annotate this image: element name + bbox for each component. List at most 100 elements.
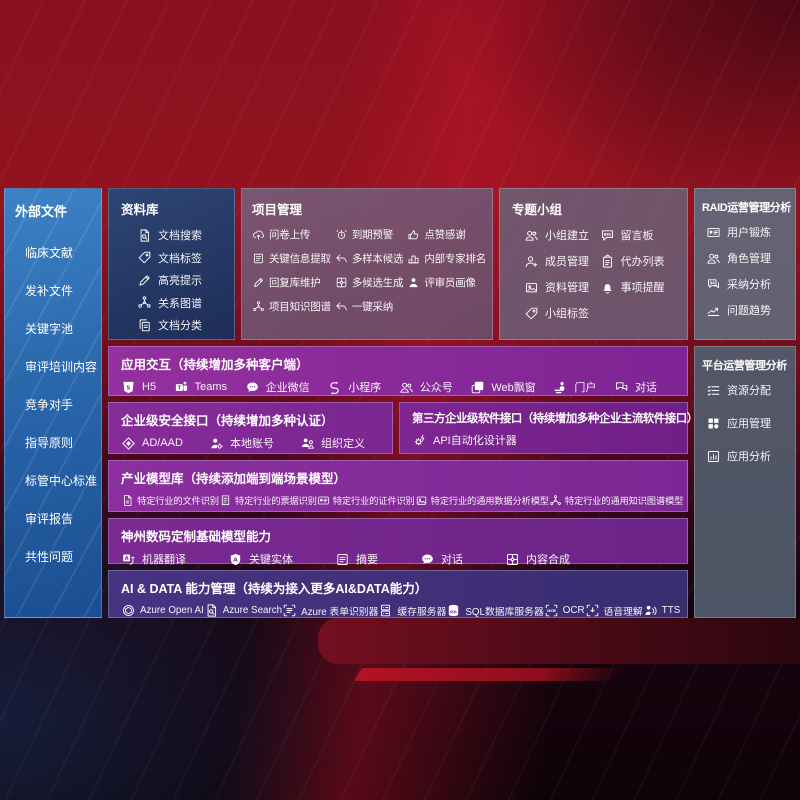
sidebar-item[interactable]: 竞争对手 <box>25 398 74 412</box>
sidebar-item[interactable]: 审评报告 <box>25 512 74 526</box>
feature-item[interactable]: AD/AAD <box>121 436 183 451</box>
feature-item[interactable]: 本地账号 <box>209 435 274 451</box>
bbs-icon <box>600 228 615 243</box>
sidebar-item[interactable]: 关键字池 <box>25 322 74 336</box>
feature-item[interactable]: 问卷上传 <box>252 227 331 242</box>
feature-item[interactable]: 点赞感谢 <box>407 227 486 242</box>
feature-item[interactable]: Azure Search <box>204 603 282 618</box>
feature-item[interactable]: 内部专家排名 <box>407 251 486 266</box>
sidebar-item[interactable]: 指导原则 <box>25 436 74 450</box>
feature-item[interactable]: 小程序 <box>327 379 381 395</box>
doc-icon <box>121 494 134 507</box>
feature-label: AD/AAD <box>142 437 183 449</box>
feature-item[interactable]: 小组标签 <box>524 305 600 321</box>
feature-item[interactable]: 应用管理 <box>706 415 788 431</box>
feature-item[interactable]: 组织定义 <box>300 435 365 451</box>
raid-items: 用户锻炼角色管理采纳分析问题趋势 <box>702 224 788 318</box>
feature-item[interactable]: 文档搜索 <box>137 227 222 243</box>
groups-items: 小组建立 留言板 成员管理 代办列表 资料管理 事项提醒小组标签 <box>512 227 675 321</box>
feature-item[interactable]: 特定行业的文件识别 <box>121 493 219 507</box>
base-items: 机器翻译 关键实体 摘要 对话 内容合成 <box>121 551 675 567</box>
feature-item[interactable]: 一键采纳 <box>335 299 404 314</box>
feature-item[interactable]: 回复库维护 <box>252 275 331 290</box>
feature-item[interactable]: 评审员画像 <box>407 275 486 290</box>
feature-item[interactable]: 特定行业的票据识别 <box>219 493 317 507</box>
feature-item[interactable]: 事项提醒 <box>600 279 676 295</box>
feature-item[interactable]: 留言板 <box>600 227 676 243</box>
feature-item[interactable]: 代办列表 <box>600 253 676 269</box>
sidebar-item[interactable]: 审评培训内容 <box>25 360 98 374</box>
sidebar-item[interactable]: 共性问题 <box>25 550 74 564</box>
feature-item[interactable]: 资料管理 <box>524 279 600 295</box>
feature-item[interactable]: 资源分配 <box>706 382 788 398</box>
server-icon <box>378 603 393 618</box>
feature-label: 多样本候选 <box>351 253 404 265</box>
podium-icon <box>407 252 420 265</box>
feature-item[interactable]: 门户 <box>553 379 596 395</box>
feature-item[interactable]: 多样本候选 <box>335 251 404 266</box>
feature-item[interactable]: 问题趋势 <box>706 302 788 318</box>
feature-item[interactable]: 语音理解 <box>585 603 643 618</box>
feature-item[interactable]: Web飘窗 <box>470 379 536 395</box>
feature-item[interactable]: Teams <box>174 380 227 395</box>
feature-item[interactable]: OCR <box>544 603 585 618</box>
feature-item[interactable]: 小组建立 <box>524 227 600 243</box>
feature-item[interactable]: Azure 表单识别器 <box>282 603 378 618</box>
people-icon <box>399 380 414 395</box>
feature-item[interactable]: 缓存服务器 <box>378 603 446 618</box>
feature-item[interactable]: 关键实体 <box>228 551 293 567</box>
feature-item[interactable]: 摘要 <box>335 551 378 567</box>
feature-label: 机器翻译 <box>142 554 186 566</box>
feature-item[interactable]: 用户锻炼 <box>706 224 788 240</box>
feature-item[interactable]: TTS <box>643 603 680 618</box>
feature-item[interactable]: 关系图谱 <box>137 295 222 311</box>
feature-label: 事项提醒 <box>620 282 665 294</box>
feature-label: 小组建立 <box>545 230 589 242</box>
feature-item[interactable]: 特定行业的通用知识图谱模型 <box>549 493 683 507</box>
feature-item[interactable]: 文档标签 <box>137 250 222 266</box>
feature-item[interactable]: 企业微信 <box>245 379 310 395</box>
feature-item[interactable]: SQL数据库服务器 <box>446 603 544 618</box>
feature-item[interactable]: 应用分析 <box>706 448 788 464</box>
feature-label: API自动化设计器 <box>433 435 517 447</box>
person-add-icon <box>524 254 539 269</box>
sidebar-items: 临床文献发补文件关键字池审评培训内容 竞争对手指导原则标管中心标准 审评报告共性问题 <box>15 244 98 565</box>
feature-item[interactable]: 关键信息提取 <box>252 251 331 266</box>
feature-item[interactable]: 特定行业的证件识别 <box>317 493 415 507</box>
sidebar-item[interactable]: 标管中心标准 <box>25 474 98 488</box>
doc-search-icon <box>137 228 152 243</box>
tts-icon <box>643 603 658 618</box>
feature-label: SQL数据库服务器 <box>465 606 544 618</box>
feature-item[interactable]: Azure Open AI <box>121 603 204 618</box>
feature-label: 公众号 <box>419 382 453 394</box>
h5-icon <box>121 380 136 395</box>
feature-item[interactable]: 多候选生成 <box>335 275 404 290</box>
feature-item[interactable]: 采纳分析 <box>706 276 788 292</box>
doc-copy-icon <box>137 318 152 333</box>
feature-item[interactable]: 项目知识图谱 <box>252 299 331 314</box>
feature-item[interactable]: 角色管理 <box>706 250 788 266</box>
feature-item[interactable]: API自动化设计器 <box>412 432 517 448</box>
feature-item[interactable]: 机器翻译 <box>121 551 186 567</box>
feature-label: 企业微信 <box>265 382 310 394</box>
bell-icon <box>600 280 615 295</box>
feature-label: Teams <box>194 381 228 393</box>
feature-item[interactable]: 特定行业的通用数据分析模型 <box>415 493 549 507</box>
chat-icon <box>245 380 260 395</box>
feature-item[interactable]: H5 <box>121 380 156 395</box>
feature-label: 特定行业的通用数据分析模型 <box>430 496 549 506</box>
feature-item[interactable]: 成员管理 <box>524 253 600 269</box>
feature-item[interactable]: 公众号 <box>399 379 453 395</box>
feature-item[interactable]: 高亮提示 <box>137 272 222 288</box>
feature-item[interactable]: 对话 <box>420 551 463 567</box>
feature-item[interactable]: 到期预警 <box>335 227 404 242</box>
sidebar-item[interactable]: 发补文件 <box>25 284 74 298</box>
library-panel: 资料库 文档搜索 文档标签 高亮提示 关系图谱 文档分类 <box>108 188 235 340</box>
feature-item[interactable]: 对话 <box>614 379 657 395</box>
sidebar-item[interactable]: 临床文献 <box>25 246 74 260</box>
feature-item[interactable]: 内容合成 <box>505 551 570 567</box>
band-title-thirdparty: 第三方企业级软件接口（持续增加多种企业主流软件接口） <box>412 413 698 425</box>
feature-item[interactable]: 文档分类 <box>137 317 222 333</box>
feature-label: 回复库维护 <box>269 277 321 289</box>
feature-label: H5 <box>142 381 157 393</box>
